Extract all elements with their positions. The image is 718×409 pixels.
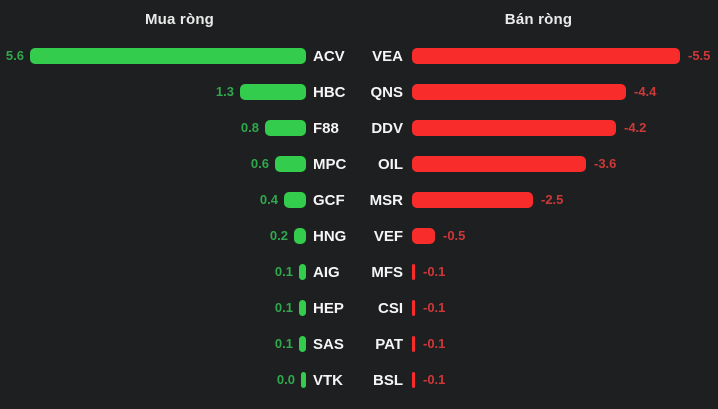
sell-value-label: -3.6: [594, 156, 617, 171]
buy-value-label: 0.1: [274, 300, 293, 315]
sell-bar: [412, 48, 680, 64]
buy-bar: [30, 48, 306, 64]
sell-ticker-label: MSR: [369, 191, 403, 209]
chart-row: 5.6 ACV VEA -5.5: [0, 38, 718, 74]
buy-bar: [301, 372, 306, 388]
buy-bar-area: 0.4: [0, 182, 306, 218]
buy-bar: [299, 264, 306, 280]
sell-ticker-label: CSI: [377, 299, 403, 317]
sell-ticker-label: VEF: [373, 227, 403, 245]
buy-ticker-label: GCF: [313, 191, 345, 209]
buy-ticker-label: VTK: [313, 371, 343, 389]
buy-value-label: 1.3: [215, 84, 234, 99]
chart-headers: Mua ròng Bán ròng: [0, 0, 718, 38]
buy-value-label: 0.1: [274, 336, 293, 351]
buy-ticker-label: F88: [313, 119, 339, 137]
buy-value-label: 0.4: [259, 192, 278, 207]
sell-value-label: -0.1: [423, 336, 446, 351]
sell-value-label: -0.1: [423, 372, 446, 387]
sell-bar: [412, 228, 435, 244]
buy-value-label: 0.0: [276, 372, 295, 387]
sell-bar: [412, 336, 415, 352]
sell-bar-area: -4.4: [403, 74, 718, 110]
buy-ticker-label: ACV: [313, 47, 345, 65]
sell-ticker-label: VEA: [372, 47, 403, 65]
sell-bar-area: -0.1: [403, 254, 718, 290]
buy-bar: [299, 300, 306, 316]
sell-bar-area: -0.1: [403, 362, 718, 398]
sell-value-label: -2.5: [541, 192, 564, 207]
buy-bar: [275, 156, 306, 172]
buy-ticker-label: HBC: [313, 83, 346, 101]
sell-bar: [412, 84, 626, 100]
chart-row: 0.1 HEP CSI -0.1: [0, 290, 718, 326]
buy-bar: [265, 120, 306, 136]
sell-value-label: -5.5: [688, 48, 711, 63]
chart-row: 0.0 VTK BSL -0.1: [0, 362, 718, 398]
buy-bar: [284, 192, 306, 208]
buy-panel-title: Mua ròng: [144, 10, 215, 28]
chart-row: 1.3 HBC QNS -4.4: [0, 74, 718, 110]
sell-bar: [412, 372, 415, 388]
sell-panel-title: Bán ròng: [504, 10, 573, 28]
chart-row: 0.8 F88 DDV -4.2: [0, 110, 718, 146]
buy-bar-area: 5.6: [0, 38, 306, 74]
sell-ticker-label: BSL: [373, 371, 403, 389]
buy-bar-area: 0.0: [0, 362, 306, 398]
sell-ticker-label: DDV: [371, 119, 403, 137]
sell-bar-area: -0.1: [403, 290, 718, 326]
sell-value-label: -4.4: [634, 84, 657, 99]
sell-bar: [412, 120, 616, 136]
chart-row: 0.6 MPC OIL -3.6: [0, 146, 718, 182]
chart-row: 0.2 HNG VEF -0.5: [0, 218, 718, 254]
sell-bar: [412, 156, 586, 172]
sell-bar: [412, 264, 415, 280]
sell-ticker-label: OIL: [378, 155, 403, 173]
buy-bar: [240, 84, 306, 100]
sell-ticker-label: MFS: [371, 263, 403, 281]
buy-bar-area: 0.2: [0, 218, 306, 254]
chart-row: 0.1 AIG MFS -0.1: [0, 254, 718, 290]
buy-ticker-label: HNG: [313, 227, 347, 245]
sell-value-label: -0.5: [443, 228, 466, 243]
buy-bar: [294, 228, 306, 244]
buy-bar: [299, 336, 306, 352]
buy-value-label: 5.6: [5, 48, 24, 63]
buy-bar-area: 1.3: [0, 74, 306, 110]
buy-ticker-label: SAS: [313, 335, 344, 353]
sell-ticker-label: QNS: [370, 83, 403, 101]
sell-bar: [412, 300, 415, 316]
sell-bar: [412, 192, 533, 208]
sell-bar-area: -4.2: [403, 110, 718, 146]
sell-bar-area: -5.5: [403, 38, 718, 74]
sell-bar-area: -0.5: [403, 218, 718, 254]
buy-value-label: 0.6: [250, 156, 269, 171]
sell-bar-area: -2.5: [403, 182, 718, 218]
buy-ticker-label: HEP: [313, 299, 344, 317]
buy-value-label: 0.8: [240, 120, 259, 135]
buy-value-label: 0.1: [274, 264, 293, 279]
sell-bar-area: -0.1: [403, 326, 718, 362]
buy-bar-area: 0.1: [0, 326, 306, 362]
buy-bar-area: 0.8: [0, 110, 306, 146]
sell-value-label: -0.1: [423, 264, 446, 279]
sell-value-label: -0.1: [423, 300, 446, 315]
chart-row: 0.4 GCF MSR -2.5: [0, 182, 718, 218]
sell-ticker-label: PAT: [375, 335, 403, 353]
buy-bar-area: 0.1: [0, 290, 306, 326]
buy-value-label: 0.2: [269, 228, 288, 243]
buy-bar-area: 0.1: [0, 254, 306, 290]
sell-bar-area: -3.6: [403, 146, 718, 182]
sell-value-label: -4.2: [624, 120, 647, 135]
buy-ticker-label: MPC: [313, 155, 347, 173]
buy-bar-area: 0.6: [0, 146, 306, 182]
chart-row: 0.1 SAS PAT -0.1: [0, 326, 718, 362]
chart-rows: 5.6 ACV VEA -5.5 1.3 HBC QNS -4.4 0.8 F88 DDV -4.2 0…: [0, 38, 718, 398]
buy-ticker-label: AIG: [313, 263, 340, 281]
